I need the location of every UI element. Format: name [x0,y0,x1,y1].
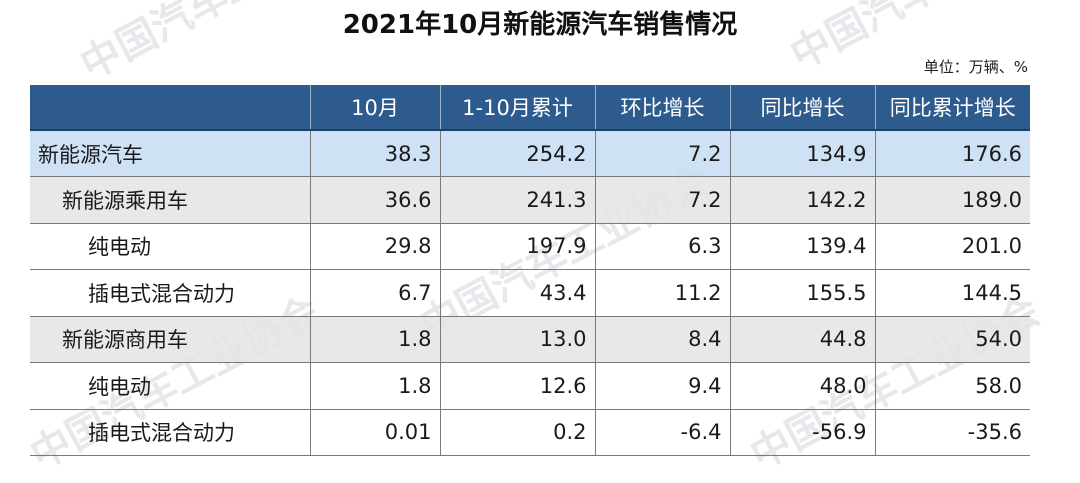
cell-yoy-ytd: 54.0 [875,316,1030,363]
page-title: 2021年10月新能源汽车销售情况 [342,10,738,40]
cell-ytd: 13.0 [440,316,596,363]
header-october: 10月 [310,85,441,131]
row-label: 新能源乘用车 [30,176,311,224]
table-row: 新能源汽车 38.3 254.2 7.2 134.9 176.6 [30,130,1030,177]
cell-yoy-ytd: 189.0 [875,176,1030,224]
cell-mom: 7.2 [595,130,731,177]
header-mom: 环比增长 [595,85,731,131]
cell-october: 1.8 [310,362,441,410]
cell-october: 6.7 [310,269,441,317]
cell-october: 1.8 [310,316,441,363]
cell-mom: 9.4 [595,362,731,410]
table-row: 纯电动 1.8 12.6 9.4 48.0 58.0 [30,362,1030,410]
cell-ytd: 197.9 [440,223,596,270]
unit-label: 单位：万辆、% [923,58,1028,76]
cell-yoy: 134.9 [730,130,876,177]
cell-ytd: 254.2 [440,130,596,177]
cell-yoy: -56.9 [730,409,876,456]
cell-ytd: 12.6 [440,362,596,410]
cell-yoy-ytd: 58.0 [875,362,1030,410]
cell-mom: -6.4 [595,409,731,456]
row-label: 新能源商用车 [30,316,311,363]
sales-table: 10月 1-10月累计 环比增长 同比增长 同比累计增长 新能源汽车 38.3 … [30,85,1030,456]
cell-mom: 8.4 [595,316,731,363]
cell-ytd: 43.4 [440,269,596,317]
cell-yoy-ytd: -35.6 [875,409,1030,456]
cell-october: 38.3 [310,130,441,177]
cell-october: 0.01 [310,409,441,456]
table-row: 插电式混合动力 0.01 0.2 -6.4 -56.9 -35.6 [30,409,1030,456]
table-row: 新能源商用车 1.8 13.0 8.4 44.8 54.0 [30,316,1030,363]
cell-yoy: 44.8 [730,316,876,363]
table-row: 纯电动 29.8 197.9 6.3 139.4 201.0 [30,223,1030,270]
cell-mom: 11.2 [595,269,731,317]
cell-ytd: 241.3 [440,176,596,224]
cell-yoy: 139.4 [730,223,876,270]
row-label: 插电式混合动力 [30,269,311,317]
header-yoy: 同比增长 [730,85,876,131]
table-row: 新能源乘用车 36.6 241.3 7.2 142.2 189.0 [30,176,1030,224]
header-category [30,85,311,131]
cell-yoy-ytd: 201.0 [875,223,1030,270]
header-yoy-ytd: 同比累计增长 [875,85,1030,131]
cell-october: 29.8 [310,223,441,270]
row-label: 纯电动 [30,362,311,410]
cell-mom: 6.3 [595,223,731,270]
row-label: 新能源汽车 [30,130,311,177]
cell-yoy-ytd: 144.5 [875,269,1030,317]
cell-yoy: 48.0 [730,362,876,410]
cell-yoy: 142.2 [730,176,876,224]
cell-yoy: 155.5 [730,269,876,317]
cell-mom: 7.2 [595,176,731,224]
table-header-row: 10月 1-10月累计 环比增长 同比增长 同比累计增长 [30,85,1030,131]
row-label: 纯电动 [30,223,311,270]
cell-october: 36.6 [310,176,441,224]
header-ytd: 1-10月累计 [440,85,596,131]
cell-yoy-ytd: 176.6 [875,130,1030,177]
row-label: 插电式混合动力 [30,409,311,456]
table-row: 插电式混合动力 6.7 43.4 11.2 155.5 144.5 [30,269,1030,317]
cell-ytd: 0.2 [440,409,596,456]
